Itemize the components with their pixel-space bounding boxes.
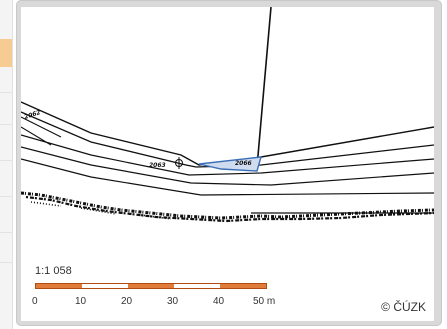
parcel-boundary-line — [21, 146, 434, 186]
terrain-edge — [25, 195, 434, 223]
side-list-divider — [0, 196, 12, 197]
cadastral-map[interactable]: 2062 2063 2066 1:1 058 0 10 20 30 40 50 … — [21, 7, 434, 321]
parcel-number-label: 2063 — [149, 162, 166, 169]
parcel-number-label: 2062 — [23, 109, 41, 121]
side-list-divider — [0, 232, 12, 233]
scale-bar-labels: 0 10 20 30 40 50 m — [21, 296, 321, 310]
parcel-boundary-line — [21, 134, 434, 176]
parcel-boundary-line — [21, 116, 62, 138]
side-list-selected-item[interactable] — [0, 39, 12, 67]
scale-label: 50 m — [253, 296, 276, 307]
scale-bar-segment — [36, 284, 82, 288]
selected-parcel[interactable] — [198, 156, 262, 172]
scale-label: 20 — [121, 296, 133, 307]
terrain-edge — [30, 201, 172, 220]
parcel-boundary-line — [256, 7, 272, 168]
scale-bar-segment — [174, 284, 220, 288]
scale-label: 30 — [167, 296, 179, 307]
side-list-divider — [0, 262, 12, 263]
scale-label: 40 — [213, 296, 225, 307]
scale-bar-segment — [82, 284, 128, 288]
side-list-edge — [0, 0, 13, 329]
scale-bar — [35, 283, 267, 289]
parcel-boundary-line — [21, 126, 52, 146]
scale-label: 10 — [75, 296, 87, 307]
scale-label: 0 — [32, 296, 38, 307]
side-list-divider — [0, 92, 12, 93]
scale-bar-segment — [128, 284, 174, 288]
map-canvas[interactable]: 2062 2063 2066 — [21, 7, 434, 321]
parcel-boundary-line — [21, 158, 434, 196]
terrain-edge — [21, 191, 434, 220]
scale-bar-segment — [220, 284, 266, 288]
side-list-divider — [0, 160, 12, 161]
parcel-number-label: 2066 — [235, 160, 252, 167]
copyright-notice: © ČÚZK — [379, 299, 428, 315]
side-list-divider — [0, 124, 12, 125]
parcel-boundary-line — [21, 111, 434, 168]
parcel-boundary-line — [21, 101, 434, 166]
scale-ratio: 1:1 058 — [35, 265, 72, 277]
